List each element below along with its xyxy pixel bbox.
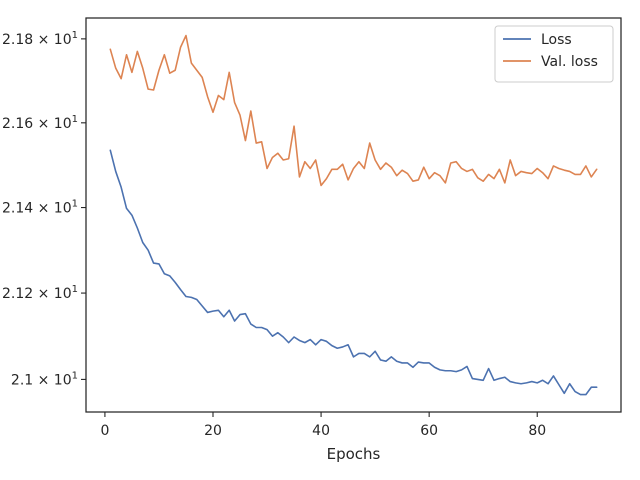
series-layer [109,34,598,396]
legend-label-1: Val. loss [541,54,598,70]
plot-area [86,18,621,412]
x-tick-label: 80 [528,423,546,439]
series-line-1 [109,34,598,187]
y-tick-label: 2.14 × 101 [2,199,78,217]
y-tick-label: 2.18 × 101 [2,30,78,48]
y-tick-label: 2.1 × 101 [11,370,78,388]
plot-frame [85,17,622,413]
y-tick-label: 2.12 × 101 [2,284,78,302]
x-tick-label: 60 [420,423,438,439]
series-line-0 [109,149,598,396]
legend: Loss Val. loss [494,25,614,83]
x-tick-label: 40 [312,423,330,439]
x-tick-label: 0 [100,423,109,439]
y-tick-label: 2.16 × 101 [2,114,78,132]
legend-label-0: Loss [541,32,572,48]
y-axis-ticks: 2.1 × 101 2.12 × 101 2.14 × 101 2.16 × 101 2… [2,30,86,388]
x-axis-ticks: 0 20 40 60 80 [100,412,546,439]
x-axis-label: Epochs [327,445,381,463]
legend-box [494,25,614,83]
x-tick-label: 20 [204,423,222,439]
